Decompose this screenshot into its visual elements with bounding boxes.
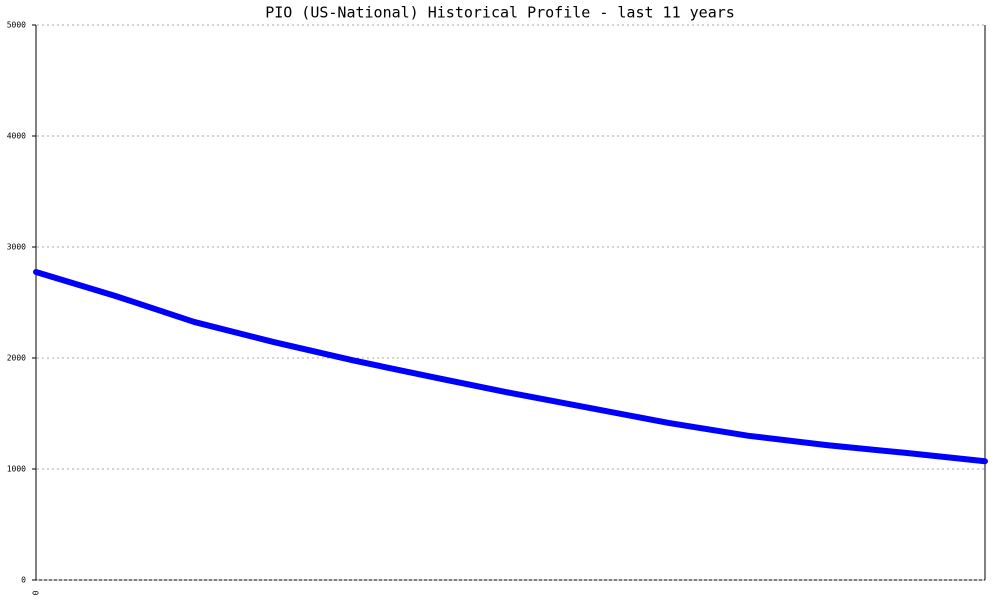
y-tick-label: 3000: [7, 243, 26, 252]
chart-title: PIO (US-National) Historical Profile - l…: [265, 4, 735, 22]
y-tick-label: 2000: [7, 354, 26, 363]
x-tick-label: 0: [32, 590, 41, 595]
y-tick-label: 0: [21, 576, 26, 585]
y-tick-label: 1000: [7, 465, 26, 474]
data-line: [33, 268, 988, 465]
y-tick-label: 5000: [7, 21, 26, 30]
y-tick-label: 4000: [7, 132, 26, 141]
